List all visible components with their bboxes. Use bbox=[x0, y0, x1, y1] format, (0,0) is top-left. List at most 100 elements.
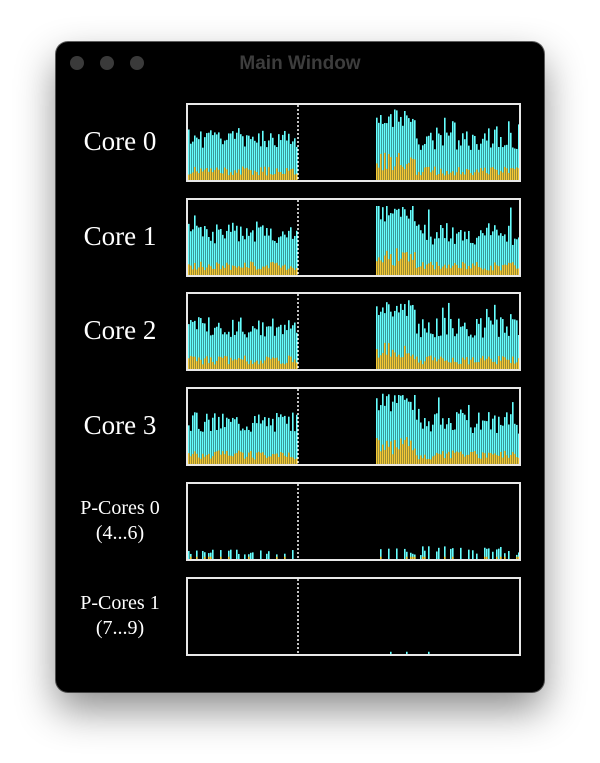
user-usage-bar bbox=[208, 363, 210, 369]
user-usage-bar bbox=[208, 556, 210, 559]
total-usage-bar bbox=[420, 230, 422, 275]
user-usage-bar bbox=[430, 261, 432, 275]
user-usage-bar bbox=[452, 171, 454, 180]
user-usage-bar bbox=[378, 440, 380, 464]
user-usage-bar bbox=[228, 175, 230, 180]
user-usage-bar bbox=[222, 357, 224, 369]
user-usage-bar bbox=[504, 556, 506, 559]
total-usage-bar bbox=[270, 326, 272, 369]
user-usage-bar bbox=[502, 457, 504, 464]
total-usage-bar bbox=[258, 320, 260, 369]
user-usage-bar bbox=[500, 556, 502, 559]
user-usage-bar bbox=[284, 556, 286, 559]
user-usage-bar bbox=[406, 353, 408, 369]
user-usage-bar bbox=[428, 166, 430, 180]
user-usage-bar bbox=[512, 168, 514, 180]
total-usage-bar bbox=[456, 233, 458, 275]
total-usage-bar bbox=[388, 394, 390, 464]
user-usage-bar bbox=[200, 458, 202, 464]
total-usage-bar bbox=[482, 233, 484, 275]
user-usage-bar bbox=[206, 455, 208, 464]
total-usage-bar bbox=[440, 135, 442, 180]
user-usage-bar bbox=[380, 260, 382, 275]
total-usage-bar bbox=[424, 418, 426, 464]
total-usage-bar bbox=[470, 242, 472, 275]
total-usage-bar bbox=[414, 395, 416, 464]
total-usage-bar bbox=[188, 425, 190, 464]
total-usage-bar bbox=[418, 224, 420, 275]
total-usage-bar bbox=[460, 409, 462, 464]
total-usage-bar bbox=[432, 140, 434, 180]
total-usage-bar bbox=[436, 127, 438, 180]
user-usage-bar bbox=[506, 455, 508, 464]
user-usage-bar bbox=[194, 356, 196, 369]
cpu-graph-core-2 bbox=[186, 292, 521, 371]
user-usage-bar bbox=[430, 172, 432, 180]
user-usage-bar bbox=[290, 456, 292, 464]
user-usage-bar bbox=[446, 360, 448, 369]
user-usage-bar bbox=[266, 356, 268, 369]
total-usage-bar bbox=[514, 238, 516, 275]
user-usage-bar bbox=[248, 267, 250, 275]
user-usage-bar bbox=[440, 454, 442, 464]
total-usage-bar bbox=[270, 425, 272, 464]
total-usage-bar bbox=[482, 138, 484, 180]
user-usage-bar bbox=[284, 264, 286, 275]
user-usage-bar bbox=[510, 454, 512, 464]
row-label-p-cores-0: P-Cores 0 (4...6) bbox=[56, 496, 184, 546]
user-usage-bar bbox=[482, 355, 484, 369]
total-usage-bar bbox=[458, 232, 460, 275]
total-usage-bar bbox=[246, 337, 248, 369]
total-usage-bar bbox=[408, 118, 410, 180]
user-usage-bar bbox=[392, 170, 394, 180]
user-usage-bar bbox=[472, 357, 474, 369]
total-usage-bar bbox=[254, 328, 256, 369]
user-usage-bar bbox=[454, 262, 456, 275]
total-usage-bar bbox=[220, 328, 222, 369]
total-usage-bar bbox=[474, 135, 476, 180]
user-usage-bar bbox=[190, 355, 192, 369]
minimize-button[interactable] bbox=[100, 56, 114, 70]
user-usage-bar bbox=[462, 261, 464, 275]
user-usage-bar bbox=[450, 458, 452, 464]
total-usage-bar bbox=[256, 221, 258, 275]
total-usage-bar bbox=[272, 240, 274, 275]
total-usage-bar bbox=[470, 334, 472, 369]
total-usage-bar bbox=[218, 132, 220, 180]
user-usage-bar bbox=[492, 361, 494, 369]
total-usage-bar bbox=[396, 548, 398, 559]
total-usage-bar bbox=[282, 134, 284, 180]
title-bar[interactable]: Main Window bbox=[56, 42, 544, 86]
user-usage-bar bbox=[212, 268, 214, 275]
total-usage-bar bbox=[224, 332, 226, 369]
total-usage-bar bbox=[386, 206, 388, 275]
total-usage-bar bbox=[200, 318, 202, 369]
total-usage-bar bbox=[484, 420, 486, 464]
user-usage-bar bbox=[262, 363, 264, 369]
user-usage-bar bbox=[498, 174, 500, 180]
total-usage-bar bbox=[292, 141, 294, 180]
total-usage-bar bbox=[208, 132, 210, 180]
total-usage-bar bbox=[234, 334, 236, 369]
total-usage-bar bbox=[422, 233, 424, 275]
user-usage-bar bbox=[478, 267, 480, 275]
user-usage-bar bbox=[234, 265, 236, 275]
user-usage-bar bbox=[452, 265, 454, 275]
total-usage-bar bbox=[486, 227, 488, 275]
user-usage-bar bbox=[462, 172, 464, 180]
total-usage-bar bbox=[448, 417, 450, 464]
zoom-button[interactable] bbox=[130, 56, 144, 70]
user-usage-bar bbox=[398, 261, 400, 275]
user-usage-bar bbox=[192, 269, 194, 275]
close-button[interactable] bbox=[70, 56, 84, 70]
user-usage-bar bbox=[252, 174, 254, 180]
total-usage-bar bbox=[412, 304, 414, 369]
total-usage-bar bbox=[448, 241, 450, 275]
total-usage-bar bbox=[396, 305, 398, 369]
user-usage-bar bbox=[396, 356, 398, 369]
user-usage-bar bbox=[448, 264, 450, 275]
user-usage-bar bbox=[222, 173, 224, 180]
user-usage-bar bbox=[232, 456, 234, 464]
total-usage-bar bbox=[212, 231, 214, 275]
total-usage-bar bbox=[228, 418, 230, 464]
